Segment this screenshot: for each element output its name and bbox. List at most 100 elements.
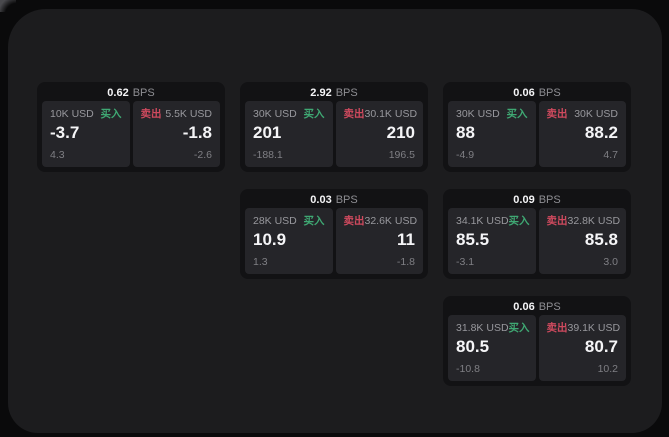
buy-size: 34.1K USD (456, 215, 509, 227)
sell-sub-value: -2.6 (193, 149, 212, 161)
sell-size: 30K USD (574, 108, 618, 120)
sell-sub-value: 3.0 (603, 256, 618, 268)
bps-unit-label: BPS (335, 86, 358, 99)
sell-panel-header: 卖出 39.1K USD (546, 322, 621, 334)
quote-panels: 34.1K USD 买入 85.5 -3.1 卖出 32.8K USD 85.8… (443, 208, 631, 279)
buy-panel-header: 34.1K USD 买入 (456, 215, 530, 227)
spread-header: 2.92 BPS (240, 82, 428, 101)
buy-side-label: 买入 (508, 322, 530, 334)
buy-panel-header: 28K USD 买入 (253, 215, 325, 227)
quote-card: 0.03 BPS 28K USD 买入 10.9 1.3 卖出 32.6K US… (240, 189, 428, 279)
sell-sub-value: 10.2 (597, 363, 618, 375)
sell-size: 39.1K USD (567, 322, 621, 334)
screen-corner-artifact (0, 0, 16, 12)
sell-side-label: 卖出 (546, 215, 568, 227)
sell-panel[interactable]: 卖出 32.6K USD 11 -1.8 (335, 208, 423, 274)
buy-side-label: 买入 (303, 108, 325, 120)
quote-card: 0.06 BPS 30K USD 买入 88 -4.9 卖出 30K USD 8… (443, 82, 631, 172)
sell-side-label: 卖出 (546, 322, 568, 334)
buy-size: 28K USD (253, 215, 297, 227)
sell-sub-value: -1.8 (396, 256, 415, 268)
quote-panels: 10K USD 买入 -3.7 4.3 卖出 5.5K USD -1.8 -2.… (37, 101, 225, 172)
quote-card: 0.09 BPS 34.1K USD 买入 85.5 -3.1 卖出 32.8K… (443, 189, 631, 279)
bps-unit-label: BPS (132, 86, 155, 99)
buy-price: -3.7 (50, 123, 80, 142)
buy-price: 201 (253, 123, 282, 142)
sell-size: 32.6K USD (364, 215, 418, 227)
buy-panel-header: 30K USD 买入 (456, 108, 528, 120)
sell-sub-value: 4.7 (603, 149, 618, 161)
sell-panel[interactable]: 卖出 32.8K USD 85.8 3.0 (538, 208, 626, 274)
sell-side-label: 卖出 (140, 108, 162, 120)
buy-size: 31.8K USD (456, 322, 509, 334)
sell-panel[interactable]: 卖出 5.5K USD -1.8 -2.6 (132, 101, 220, 167)
spread-header: 0.03 BPS (240, 189, 428, 208)
buy-panel-header: 30K USD 买入 (253, 108, 325, 120)
buy-size: 10K USD (50, 108, 94, 120)
sell-panel[interactable]: 卖出 39.1K USD 80.7 10.2 (538, 315, 626, 381)
spread-value: 0.03 (310, 193, 332, 206)
quote-panels: 28K USD 买入 10.9 1.3 卖出 32.6K USD 11 -1.8 (240, 208, 428, 279)
sell-panel-header: 卖出 32.8K USD (546, 215, 621, 227)
quote-panels: 30K USD 买入 88 -4.9 卖出 30K USD 88.2 4.7 (443, 101, 631, 172)
bps-unit-label: BPS (538, 300, 561, 313)
buy-side-label: 买入 (303, 215, 325, 227)
quote-panels: 30K USD 买入 201 -188.1 卖出 30.1K USD 210 1… (240, 101, 428, 172)
sell-side-label: 卖出 (546, 108, 568, 120)
sell-side-label: 卖出 (343, 108, 365, 120)
buy-panel[interactable]: 34.1K USD 买入 85.5 -3.1 (448, 208, 536, 274)
buy-side-label: 买入 (506, 108, 528, 120)
sell-price: 11 (397, 230, 415, 249)
sell-price: 210 (386, 123, 415, 142)
spread-header: 0.06 BPS (443, 82, 631, 101)
buy-panel[interactable]: 10K USD 买入 -3.7 4.3 (42, 101, 130, 167)
buy-panel[interactable]: 31.8K USD 买入 80.5 -10.8 (448, 315, 536, 381)
sell-price: 85.8 (584, 230, 618, 249)
buy-price: 88 (456, 123, 475, 142)
spread-header: 0.09 BPS (443, 189, 631, 208)
sell-size: 5.5K USD (165, 108, 212, 120)
sell-panel-header: 卖出 5.5K USD (141, 108, 213, 120)
buy-panel[interactable]: 28K USD 买入 10.9 1.3 (245, 208, 333, 274)
buy-sub-value: 4.3 (50, 149, 65, 161)
buy-side-label: 买入 (100, 108, 122, 120)
quote-card: 0.62 BPS 10K USD 买入 -3.7 4.3 卖出 5.5K USD… (37, 82, 225, 172)
spread-value: 0.06 (513, 86, 535, 99)
buy-size: 30K USD (456, 108, 500, 120)
buy-panel[interactable]: 30K USD 买入 201 -188.1 (245, 101, 333, 167)
spread-header: 0.06 BPS (443, 296, 631, 315)
quote-cards-grid: 0.62 BPS 10K USD 买入 -3.7 4.3 卖出 5.5K USD… (37, 82, 631, 386)
sell-panel[interactable]: 卖出 30.1K USD 210 196.5 (335, 101, 423, 167)
bps-unit-label: BPS (538, 193, 561, 206)
buy-sub-value: 1.3 (253, 256, 268, 268)
quote-card: 0.06 BPS 31.8K USD 买入 80.5 -10.8 卖出 39.1… (443, 296, 631, 386)
buy-panel[interactable]: 30K USD 买入 88 -4.9 (448, 101, 536, 167)
sell-panel-header: 卖出 32.6K USD (343, 215, 418, 227)
buy-side-label: 买入 (508, 215, 530, 227)
sell-size: 32.8K USD (567, 215, 621, 227)
spread-header: 0.62 BPS (37, 82, 225, 101)
sell-price: 80.7 (584, 337, 618, 356)
buy-price: 10.9 (253, 230, 287, 249)
buy-sub-value: -10.8 (456, 363, 480, 375)
quote-card: 2.92 BPS 30K USD 买入 201 -188.1 卖出 30.1K … (240, 82, 428, 172)
buy-price: 85.5 (456, 230, 490, 249)
sell-sub-value: 196.5 (388, 149, 415, 161)
sell-size: 30.1K USD (364, 108, 418, 120)
spread-value: 0.06 (513, 300, 535, 313)
sell-panel[interactable]: 卖出 30K USD 88.2 4.7 (538, 101, 626, 167)
sell-side-label: 卖出 (343, 215, 365, 227)
buy-sub-value: -188.1 (253, 149, 283, 161)
sell-panel-header: 卖出 30.1K USD (343, 108, 418, 120)
sell-panel-header: 卖出 30K USD (547, 108, 619, 120)
spread-value: 0.62 (107, 86, 129, 99)
buy-size: 30K USD (253, 108, 297, 120)
sell-price: 88.2 (584, 123, 618, 142)
bps-unit-label: BPS (335, 193, 358, 206)
spread-value: 0.09 (513, 193, 535, 206)
bps-unit-label: BPS (538, 86, 561, 99)
buy-panel-header: 31.8K USD 买入 (456, 322, 530, 334)
buy-sub-value: -4.9 (456, 149, 475, 161)
sell-price: -1.8 (182, 123, 212, 142)
